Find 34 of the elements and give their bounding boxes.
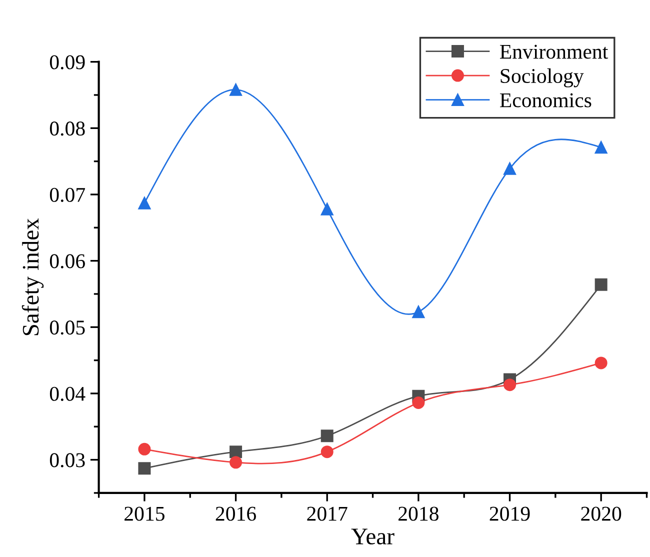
point (230, 446, 242, 458)
x-tick-label: 2017 (307, 506, 348, 521)
point (230, 83, 242, 96)
x-tick-label: 2016 (216, 506, 256, 521)
x-tick-label: 2018 (398, 506, 438, 521)
x-tick-label: 2019 (490, 506, 530, 521)
point (230, 456, 242, 469)
point (504, 162, 516, 175)
y-tick-label: 0.03 (50, 453, 85, 468)
y-tick-label: 0.07 (50, 188, 86, 202)
point (594, 356, 608, 370)
y-tick-label: 0.04 (50, 386, 86, 401)
y-tick-label: 0.08 (50, 122, 85, 136)
point (138, 442, 151, 456)
point (504, 378, 516, 392)
point (138, 462, 151, 475)
point (412, 306, 425, 318)
point (320, 202, 334, 216)
point (320, 430, 334, 442)
y-axis-title: Safety index (22, 218, 44, 336)
point (412, 396, 425, 409)
point (594, 141, 608, 154)
legend-label: Sociology (500, 68, 584, 88)
legend-label: Economics (500, 93, 592, 108)
point (138, 196, 151, 210)
x-tick-label: 2015 (124, 506, 164, 521)
point (594, 278, 608, 291)
legend-label: Environment (500, 44, 608, 59)
y-tick-label: 0.09 (50, 55, 85, 70)
x-axis-title: Year (351, 528, 394, 544)
x-tick-label: 2020 (581, 506, 622, 521)
point (320, 446, 334, 458)
y-tick-label: 0.05 (50, 320, 85, 335)
y-tick-label: 0.06 (50, 254, 85, 268)
